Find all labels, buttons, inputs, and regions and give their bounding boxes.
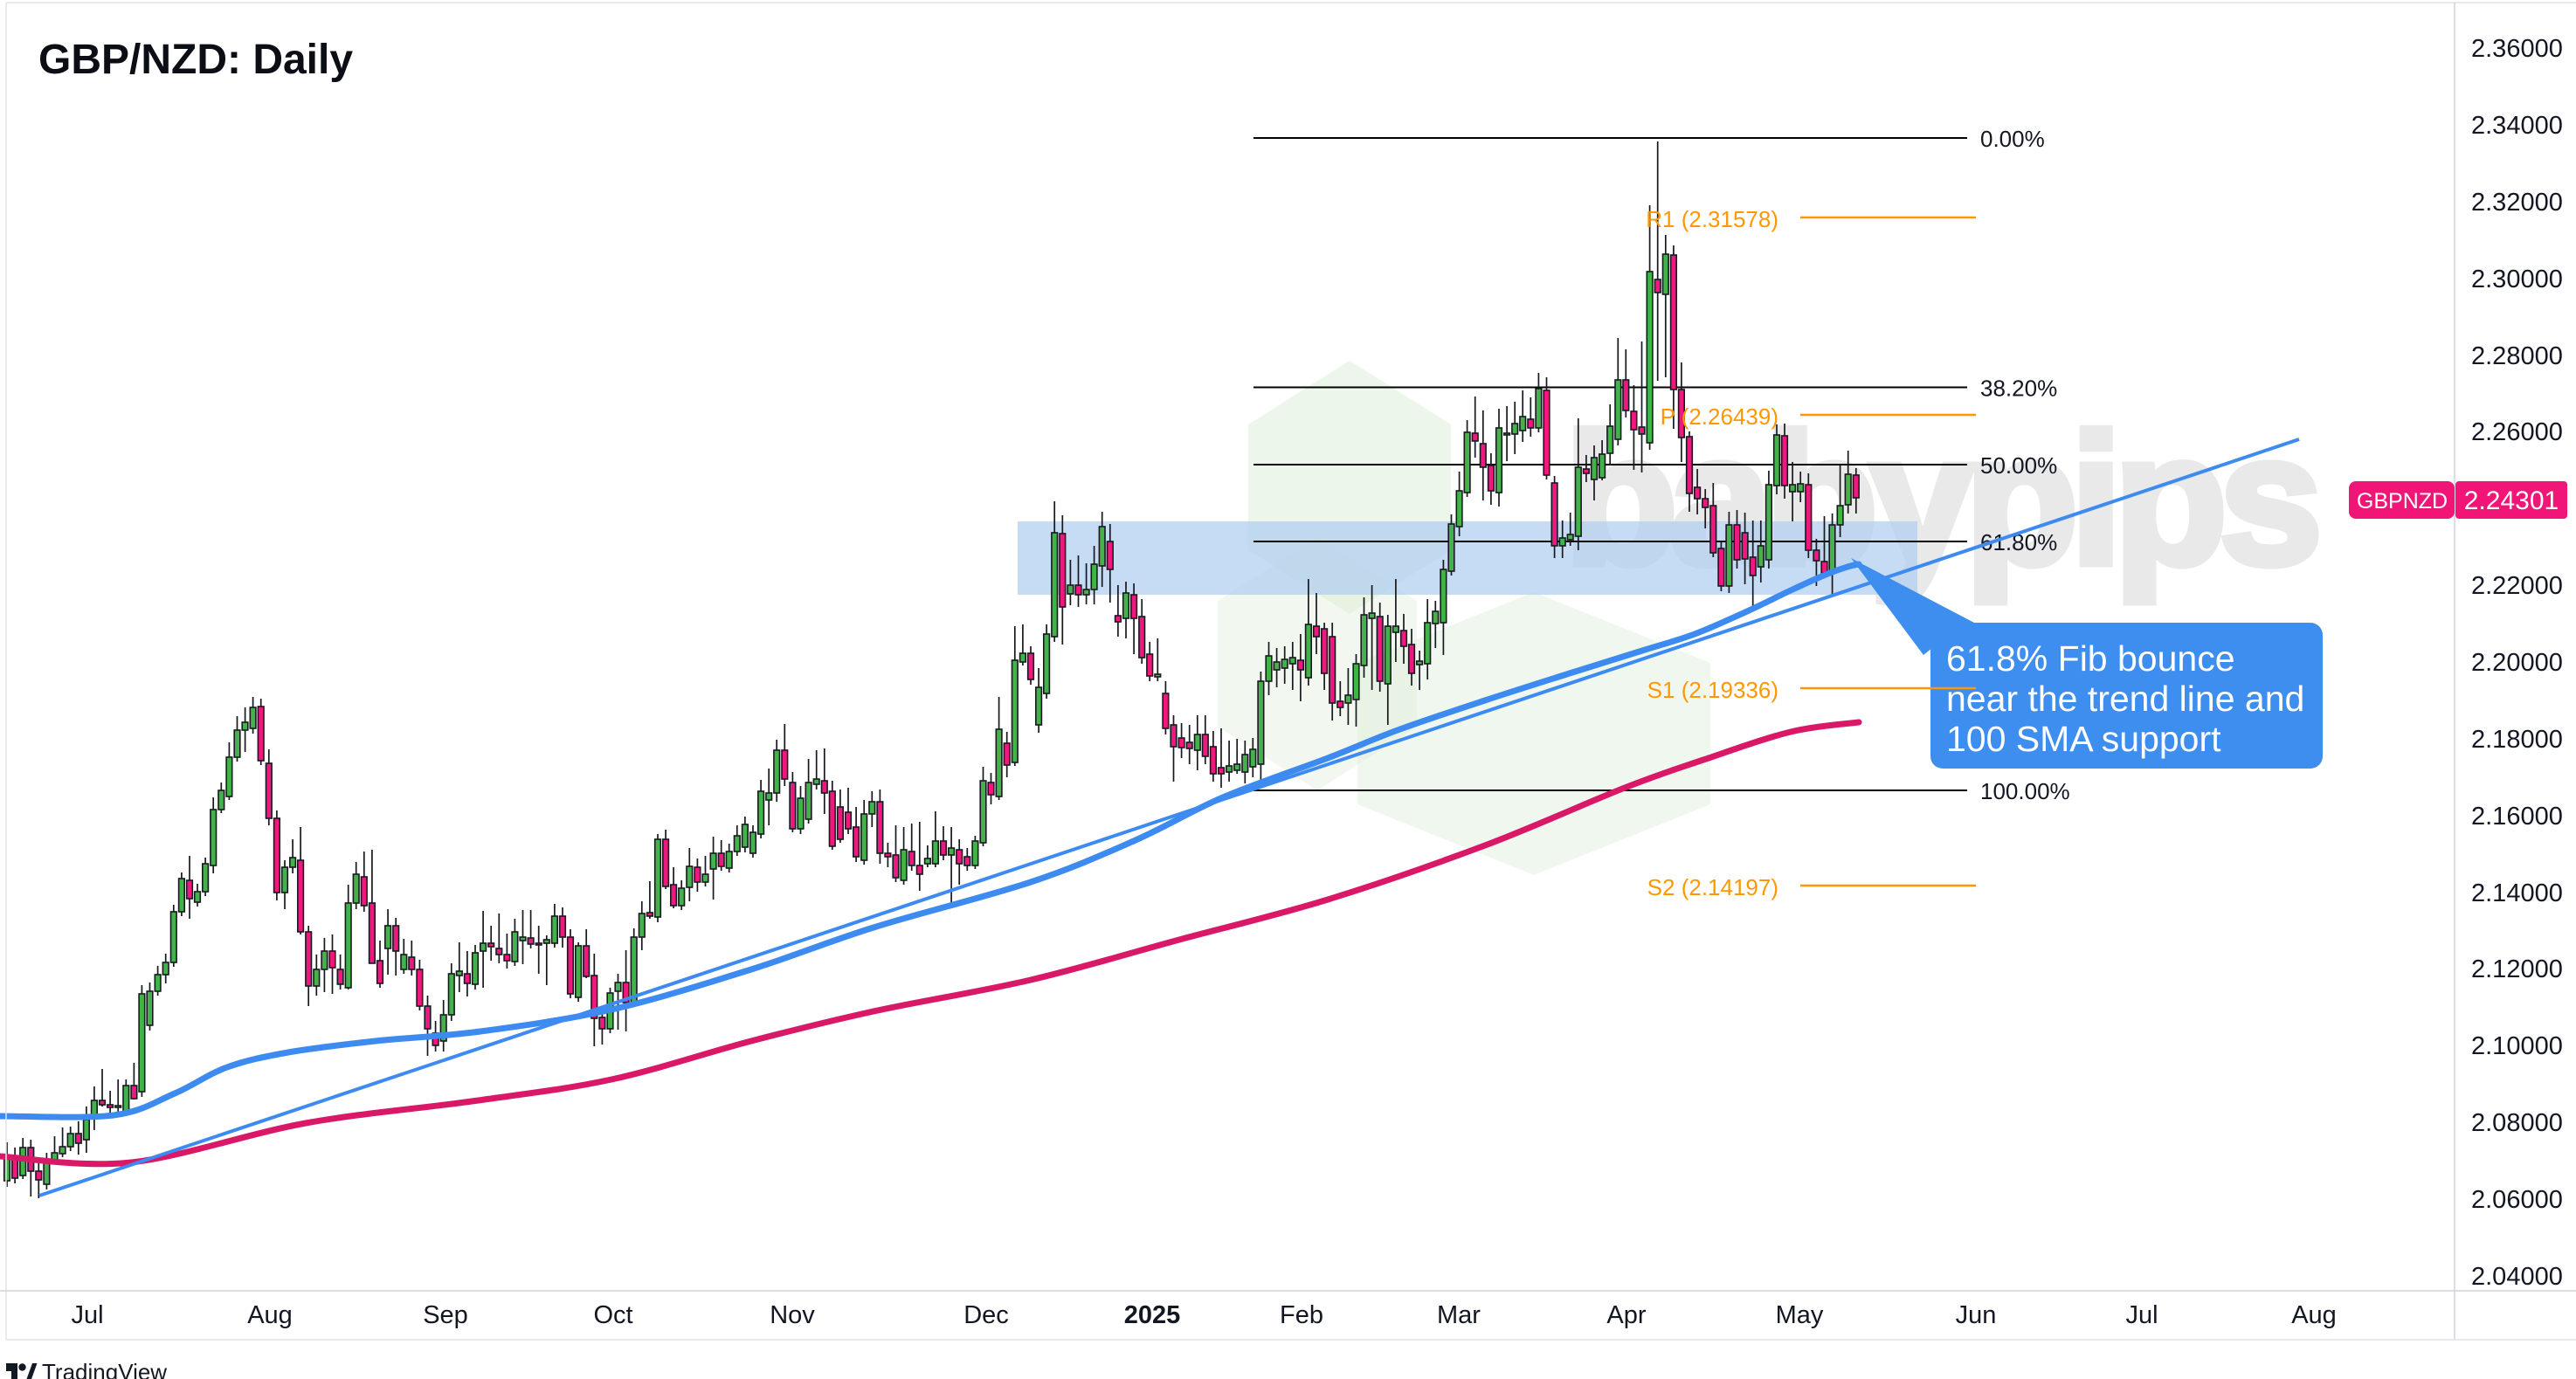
svg-text:50.00%: 50.00% [1980,452,2057,479]
svg-text:TradingView: TradingView [42,1359,167,1379]
svg-text:Dec: Dec [963,1301,1009,1329]
svg-text:Nov: Nov [770,1301,815,1329]
svg-text:Aug: Aug [2291,1301,2337,1329]
svg-text:2.34000: 2.34000 [2471,112,2563,140]
svg-text:2.32000: 2.32000 [2471,189,2563,217]
svg-text:Sep: Sep [423,1301,468,1329]
svg-text:2.14000: 2.14000 [2471,879,2563,907]
svg-text:Aug: Aug [247,1301,293,1329]
svg-text:2.20000: 2.20000 [2471,649,2563,677]
svg-text:GBP/NZD: Daily: GBP/NZD: Daily [38,37,353,83]
svg-text:2.18000: 2.18000 [2471,726,2563,754]
svg-text:S1 (2.19336): S1 (2.19336) [1647,677,1778,703]
svg-text:near the trend line and: near the trend line and [1946,679,2304,719]
svg-text:2.12000: 2.12000 [2471,955,2563,983]
svg-text:P (2.26439): P (2.26439) [1661,403,1778,430]
svg-text:2.36000: 2.36000 [2471,35,2563,63]
svg-text:2.22000: 2.22000 [2471,572,2563,600]
svg-text:Jun: Jun [1956,1301,1997,1329]
svg-text:S2 (2.14197): S2 (2.14197) [1647,874,1778,900]
svg-text:Feb: Feb [1280,1301,1323,1329]
svg-text:2.08000: 2.08000 [2471,1109,2563,1137]
svg-text:GBPNZD: GBPNZD [2357,489,2448,514]
svg-text:Apr: Apr [1606,1301,1646,1329]
svg-text:2.16000: 2.16000 [2471,803,2563,831]
svg-text:2.26000: 2.26000 [2471,418,2563,446]
svg-text:2.28000: 2.28000 [2471,342,2563,370]
svg-text:babypips: babypips [1564,396,2316,603]
svg-text:0.00%: 0.00% [1980,126,2045,152]
svg-text:May: May [1776,1301,1824,1329]
svg-text:Oct: Oct [593,1301,632,1329]
svg-text:100 SMA support: 100 SMA support [1946,719,2221,759]
svg-text:Jul: Jul [2125,1301,2158,1329]
svg-text:100.00%: 100.00% [1980,778,2070,804]
svg-text:2025: 2025 [1124,1301,1181,1329]
svg-text:Mar: Mar [1437,1301,1481,1329]
svg-text:Jul: Jul [71,1301,103,1329]
svg-text:2.24301: 2.24301 [2464,486,2559,515]
svg-text:2.10000: 2.10000 [2471,1032,2563,1060]
svg-text:61.8% Fib bounce: 61.8% Fib bounce [1946,638,2235,679]
svg-text:2.06000: 2.06000 [2471,1186,2563,1214]
svg-text:38.20%: 38.20% [1980,376,2057,402]
svg-text:2.30000: 2.30000 [2471,265,2563,293]
svg-text:R1 (2.31578): R1 (2.31578) [1646,206,1778,232]
svg-text:2.04000: 2.04000 [2471,1263,2563,1291]
